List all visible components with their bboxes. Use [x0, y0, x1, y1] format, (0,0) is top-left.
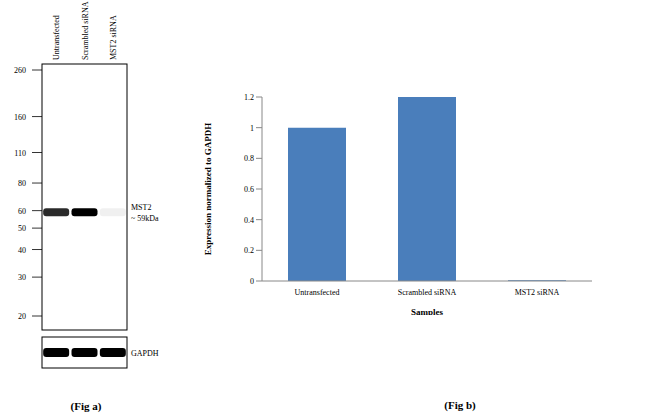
svg-text:(Fig a): (Fig a) — [71, 400, 102, 413]
svg-text:0.8: 0.8 — [244, 154, 254, 163]
svg-text:40: 40 — [18, 246, 26, 255]
svg-text:Scrambled siRNA: Scrambled siRNA — [398, 288, 457, 297]
svg-text:Samples: Samples — [411, 307, 444, 315]
svg-text:MST2: MST2 — [131, 203, 151, 212]
svg-text:160: 160 — [14, 113, 26, 122]
svg-text:110: 110 — [14, 149, 26, 158]
svg-text:Untransfected: Untransfected — [52, 15, 61, 60]
svg-text:Untransfected: Untransfected — [295, 288, 340, 297]
svg-text:0.4: 0.4 — [244, 216, 254, 225]
svg-text:1: 1 — [250, 124, 254, 133]
svg-text:30: 30 — [18, 273, 26, 282]
svg-text:80: 80 — [18, 179, 26, 188]
svg-text:1.2: 1.2 — [244, 93, 254, 102]
svg-text:Scrambled siRNA: Scrambled siRNA — [81, 1, 90, 60]
svg-text:MST2 siRNA: MST2 siRNA — [515, 288, 560, 297]
svg-text:20: 20 — [18, 312, 26, 321]
svg-text:Expression normalized to GAPDH: Expression normalized to GAPDH — [203, 123, 213, 256]
svg-text:50: 50 — [18, 224, 26, 233]
html-text:(Fig b): (Fig b) — [444, 399, 476, 411]
svg-text:MST2 siRNA: MST2 siRNA — [109, 15, 118, 60]
svg-text:0: 0 — [250, 277, 254, 286]
svg-text:GAPDH: GAPDH — [131, 349, 159, 358]
svg-text:~ 59kDa: ~ 59kDa — [131, 214, 159, 223]
svg-text:60: 60 — [18, 207, 26, 216]
svg-text:260: 260 — [14, 66, 26, 75]
svg-text:0.6: 0.6 — [244, 185, 254, 194]
svg-text:0.2: 0.2 — [244, 246, 254, 255]
